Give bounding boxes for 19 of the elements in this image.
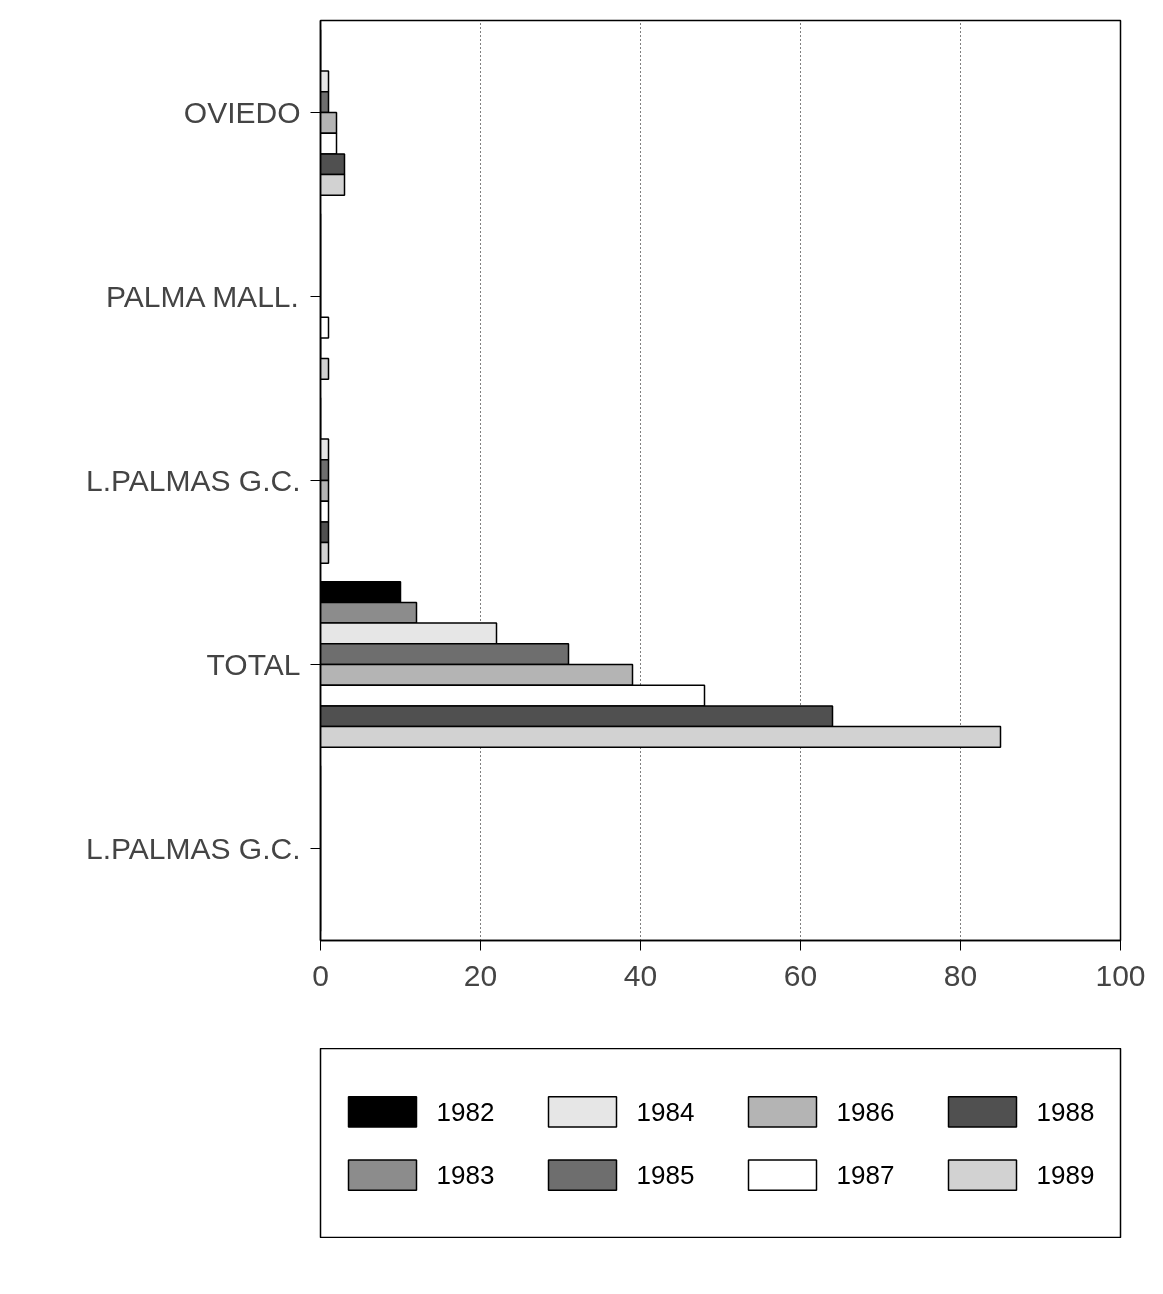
x-tick-label: 60 — [783, 958, 818, 992]
legend-label: 1986 — [836, 1096, 895, 1127]
y-tick-label: TOTAL — [206, 648, 301, 681]
x-tick-label: 0 — [312, 958, 329, 992]
legend-label: 1985 — [636, 1160, 695, 1191]
y-tick-label: L.PALMAS G.C. — [85, 832, 301, 865]
x-tick-label: 100 — [1095, 958, 1146, 992]
legend-label: 1984 — [636, 1096, 695, 1127]
legend-label: 1982 — [436, 1096, 495, 1127]
y-tick-label: PALMA MALL. — [105, 280, 299, 313]
y-tick-label: L.PALMAS G.C. — [85, 464, 301, 497]
legend-label: 1987 — [836, 1160, 895, 1191]
legend-label: 1989 — [1036, 1160, 1095, 1191]
legend-label: 1983 — [436, 1160, 495, 1191]
x-tick-label: 40 — [623, 958, 658, 992]
x-tick-label: 20 — [463, 958, 498, 992]
y-tick-label: OVIEDO — [183, 96, 301, 129]
x-tick-label: 80 — [943, 958, 978, 992]
legend-label: 1988 — [1036, 1096, 1095, 1127]
